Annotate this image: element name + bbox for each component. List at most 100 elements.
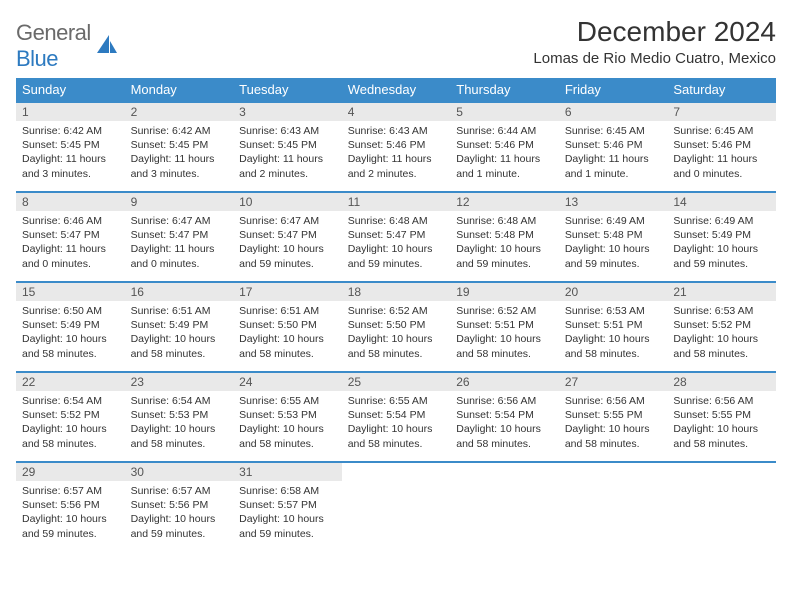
calendar-week-row: 15Sunrise: 6:50 AMSunset: 5:49 PMDayligh…: [16, 282, 776, 372]
calendar-week-row: 29Sunrise: 6:57 AMSunset: 5:56 PMDayligh…: [16, 462, 776, 552]
day-number: 4: [342, 103, 451, 121]
calendar-empty-cell: .: [667, 462, 776, 552]
day-number: 16: [125, 283, 234, 301]
calendar-day-cell: 3Sunrise: 6:43 AMSunset: 5:45 PMDaylight…: [233, 102, 342, 192]
calendar-day-cell: 25Sunrise: 6:55 AMSunset: 5:54 PMDayligh…: [342, 372, 451, 462]
title-block: December 2024 Lomas de Rio Medio Cuatro,…: [533, 16, 776, 67]
day-details: Sunrise: 6:52 AMSunset: 5:51 PMDaylight:…: [450, 301, 559, 365]
weekday-header: Wednesday: [342, 78, 451, 102]
day-number: 11: [342, 193, 451, 211]
calendar-day-cell: 20Sunrise: 6:53 AMSunset: 5:51 PMDayligh…: [559, 282, 668, 372]
day-details: Sunrise: 6:50 AMSunset: 5:49 PMDaylight:…: [16, 301, 125, 365]
calendar-day-cell: 10Sunrise: 6:47 AMSunset: 5:47 PMDayligh…: [233, 192, 342, 282]
day-details: Sunrise: 6:53 AMSunset: 5:52 PMDaylight:…: [667, 301, 776, 365]
calendar-empty-cell: .: [450, 462, 559, 552]
day-details: Sunrise: 6:58 AMSunset: 5:57 PMDaylight:…: [233, 481, 342, 545]
location: Lomas de Rio Medio Cuatro, Mexico: [533, 50, 776, 67]
calendar-head: SundayMondayTuesdayWednesdayThursdayFrid…: [16, 78, 776, 102]
day-number: 22: [16, 373, 125, 391]
calendar-day-cell: 26Sunrise: 6:56 AMSunset: 5:54 PMDayligh…: [450, 372, 559, 462]
day-details: Sunrise: 6:47 AMSunset: 5:47 PMDaylight:…: [125, 211, 234, 275]
day-number: 29: [16, 463, 125, 481]
calendar-empty-cell: .: [342, 462, 451, 552]
weekday-header: Monday: [125, 78, 234, 102]
calendar-day-cell: 27Sunrise: 6:56 AMSunset: 5:55 PMDayligh…: [559, 372, 668, 462]
day-number: 8: [16, 193, 125, 211]
calendar-day-cell: 16Sunrise: 6:51 AMSunset: 5:49 PMDayligh…: [125, 282, 234, 372]
calendar-week-row: 8Sunrise: 6:46 AMSunset: 5:47 PMDaylight…: [16, 192, 776, 282]
day-number: 1: [16, 103, 125, 121]
day-details: Sunrise: 6:48 AMSunset: 5:47 PMDaylight:…: [342, 211, 451, 275]
day-details: Sunrise: 6:43 AMSunset: 5:46 PMDaylight:…: [342, 121, 451, 185]
day-details: Sunrise: 6:42 AMSunset: 5:45 PMDaylight:…: [16, 121, 125, 185]
day-number: 17: [233, 283, 342, 301]
calendar-day-cell: 17Sunrise: 6:51 AMSunset: 5:50 PMDayligh…: [233, 282, 342, 372]
day-details: Sunrise: 6:57 AMSunset: 5:56 PMDaylight:…: [16, 481, 125, 545]
day-number: 23: [125, 373, 234, 391]
day-number: 13: [559, 193, 668, 211]
day-number: 26: [450, 373, 559, 391]
day-number: 9: [125, 193, 234, 211]
calendar-day-cell: 21Sunrise: 6:53 AMSunset: 5:52 PMDayligh…: [667, 282, 776, 372]
calendar-page: General Blue December 2024 Lomas de Rio …: [0, 0, 792, 552]
calendar-day-cell: 4Sunrise: 6:43 AMSunset: 5:46 PMDaylight…: [342, 102, 451, 192]
calendar-day-cell: 6Sunrise: 6:45 AMSunset: 5:46 PMDaylight…: [559, 102, 668, 192]
day-number: 12: [450, 193, 559, 211]
calendar-day-cell: 5Sunrise: 6:44 AMSunset: 5:46 PMDaylight…: [450, 102, 559, 192]
day-number: 2: [125, 103, 234, 121]
day-details: Sunrise: 6:56 AMSunset: 5:55 PMDaylight:…: [559, 391, 668, 455]
calendar-day-cell: 14Sunrise: 6:49 AMSunset: 5:49 PMDayligh…: [667, 192, 776, 282]
day-details: Sunrise: 6:42 AMSunset: 5:45 PMDaylight:…: [125, 121, 234, 185]
calendar-day-cell: 18Sunrise: 6:52 AMSunset: 5:50 PMDayligh…: [342, 282, 451, 372]
day-number: 21: [667, 283, 776, 301]
day-number: 20: [559, 283, 668, 301]
calendar-week-row: 22Sunrise: 6:54 AMSunset: 5:52 PMDayligh…: [16, 372, 776, 462]
day-details: Sunrise: 6:49 AMSunset: 5:48 PMDaylight:…: [559, 211, 668, 275]
calendar-day-cell: 15Sunrise: 6:50 AMSunset: 5:49 PMDayligh…: [16, 282, 125, 372]
calendar-body: 1Sunrise: 6:42 AMSunset: 5:45 PMDaylight…: [16, 102, 776, 552]
day-number: 14: [667, 193, 776, 211]
day-number: 3: [233, 103, 342, 121]
calendar-day-cell: 11Sunrise: 6:48 AMSunset: 5:47 PMDayligh…: [342, 192, 451, 282]
day-details: Sunrise: 6:49 AMSunset: 5:49 PMDaylight:…: [667, 211, 776, 275]
calendar-day-cell: 29Sunrise: 6:57 AMSunset: 5:56 PMDayligh…: [16, 462, 125, 552]
calendar-day-cell: 23Sunrise: 6:54 AMSunset: 5:53 PMDayligh…: [125, 372, 234, 462]
day-details: Sunrise: 6:54 AMSunset: 5:53 PMDaylight:…: [125, 391, 234, 455]
day-details: Sunrise: 6:47 AMSunset: 5:47 PMDaylight:…: [233, 211, 342, 275]
day-number: 6: [559, 103, 668, 121]
calendar-day-cell: 19Sunrise: 6:52 AMSunset: 5:51 PMDayligh…: [450, 282, 559, 372]
logo: General Blue: [16, 16, 119, 72]
calendar-day-cell: 13Sunrise: 6:49 AMSunset: 5:48 PMDayligh…: [559, 192, 668, 282]
day-details: Sunrise: 6:53 AMSunset: 5:51 PMDaylight:…: [559, 301, 668, 365]
logo-text-2: Blue: [16, 46, 58, 71]
day-number: 24: [233, 373, 342, 391]
calendar-day-cell: 28Sunrise: 6:56 AMSunset: 5:55 PMDayligh…: [667, 372, 776, 462]
calendar-week-row: 1Sunrise: 6:42 AMSunset: 5:45 PMDaylight…: [16, 102, 776, 192]
calendar-day-cell: 31Sunrise: 6:58 AMSunset: 5:57 PMDayligh…: [233, 462, 342, 552]
day-number: 15: [16, 283, 125, 301]
calendar-day-cell: 2Sunrise: 6:42 AMSunset: 5:45 PMDaylight…: [125, 102, 234, 192]
weekday-header: Friday: [559, 78, 668, 102]
calendar-day-cell: 1Sunrise: 6:42 AMSunset: 5:45 PMDaylight…: [16, 102, 125, 192]
calendar-day-cell: 9Sunrise: 6:47 AMSunset: 5:47 PMDaylight…: [125, 192, 234, 282]
logo-text-1: General: [16, 20, 91, 45]
month-title: December 2024: [533, 16, 776, 48]
weekday-header: Tuesday: [233, 78, 342, 102]
logo-sail-icon: [95, 33, 119, 60]
calendar-day-cell: 22Sunrise: 6:54 AMSunset: 5:52 PMDayligh…: [16, 372, 125, 462]
day-details: Sunrise: 6:51 AMSunset: 5:50 PMDaylight:…: [233, 301, 342, 365]
weekday-header: Saturday: [667, 78, 776, 102]
day-number: 25: [342, 373, 451, 391]
day-details: Sunrise: 6:56 AMSunset: 5:54 PMDaylight:…: [450, 391, 559, 455]
day-number: 30: [125, 463, 234, 481]
calendar-day-cell: 24Sunrise: 6:55 AMSunset: 5:53 PMDayligh…: [233, 372, 342, 462]
day-details: Sunrise: 6:57 AMSunset: 5:56 PMDaylight:…: [125, 481, 234, 545]
calendar-day-cell: 12Sunrise: 6:48 AMSunset: 5:48 PMDayligh…: [450, 192, 559, 282]
weekday-row: SundayMondayTuesdayWednesdayThursdayFrid…: [16, 78, 776, 102]
day-number: 28: [667, 373, 776, 391]
day-details: Sunrise: 6:55 AMSunset: 5:53 PMDaylight:…: [233, 391, 342, 455]
header: General Blue December 2024 Lomas de Rio …: [16, 16, 776, 72]
day-details: Sunrise: 6:55 AMSunset: 5:54 PMDaylight:…: [342, 391, 451, 455]
day-details: Sunrise: 6:44 AMSunset: 5:46 PMDaylight:…: [450, 121, 559, 185]
calendar-table: SundayMondayTuesdayWednesdayThursdayFrid…: [16, 78, 776, 552]
